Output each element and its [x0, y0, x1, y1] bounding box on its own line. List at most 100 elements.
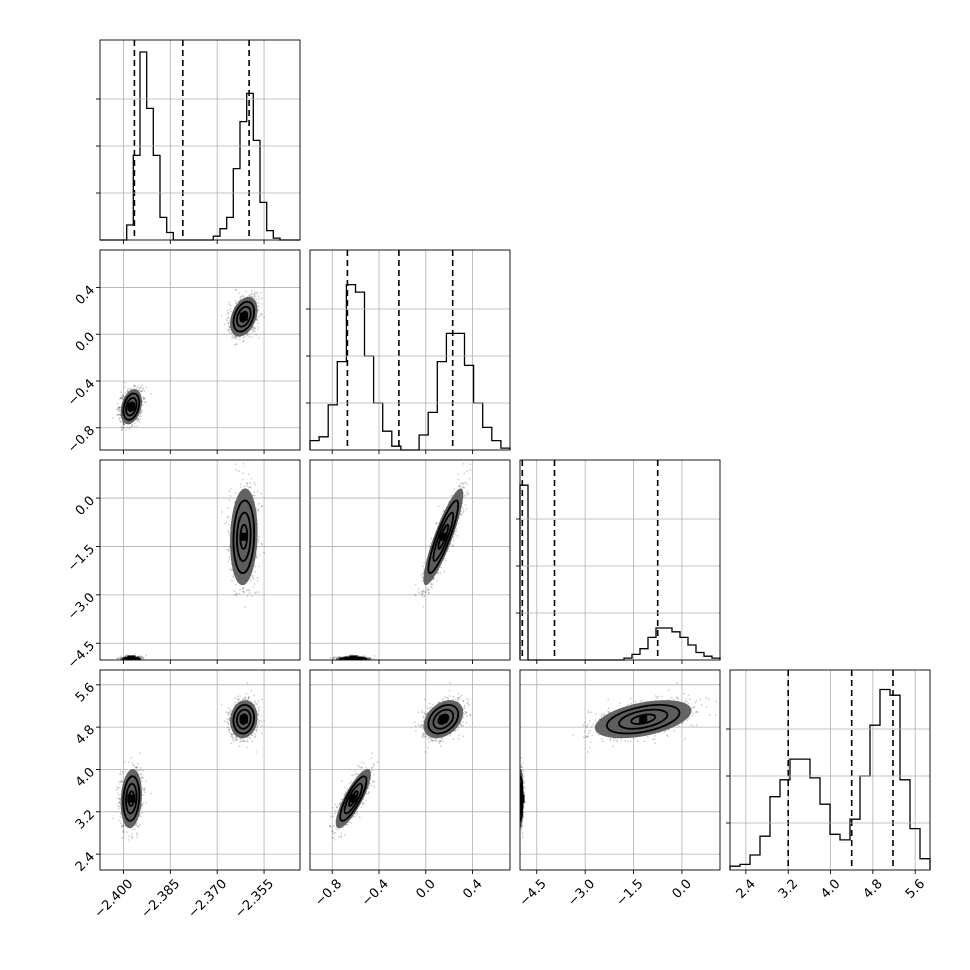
scatter-point [422, 572, 425, 575]
scatter-point [437, 571, 439, 574]
scatter-point [241, 478, 244, 481]
panel-background [100, 460, 300, 660]
scatter-point [141, 812, 144, 814]
scatter-point [119, 397, 122, 399]
scatter-point [126, 426, 129, 429]
scatter-point [456, 473, 459, 475]
scatter-point [254, 327, 257, 330]
scatter-point [143, 398, 146, 400]
scatter-point [257, 302, 260, 304]
scatter-point [430, 583, 433, 585]
scatter-point [119, 655, 122, 658]
scatter-point [122, 421, 124, 424]
scatter-point [246, 595, 249, 597]
scatter-point [423, 562, 426, 565]
scatter-point [133, 422, 136, 425]
scatter-point [141, 656, 144, 659]
scatter-point [135, 766, 138, 769]
scatter-point [238, 470, 240, 473]
scatter-point [117, 408, 119, 411]
scatter-point [246, 482, 249, 485]
scatter-point [118, 406, 121, 409]
scatter-point [235, 288, 238, 291]
scatter-point [140, 773, 143, 775]
scatter-point [118, 410, 121, 413]
scatter-point [119, 396, 122, 399]
scatter-point [145, 654, 147, 657]
scatter-point [248, 592, 251, 594]
scatter-point [128, 839, 130, 841]
scatter-point [251, 595, 254, 598]
scatter-point [422, 590, 425, 593]
scatter-point [370, 657, 372, 660]
scatter-point [118, 406, 121, 409]
scatter-point [142, 657, 145, 659]
scatter-point [132, 764, 135, 767]
scatter-point [119, 816, 122, 818]
scatter-point [248, 485, 251, 488]
scatter-point [260, 492, 263, 495]
scatter-point [227, 549, 230, 552]
scatter-point [223, 522, 226, 525]
scatter-point [240, 295, 243, 298]
scatter-point [118, 398, 121, 400]
scatter-point [143, 397, 146, 399]
scatter-point [127, 388, 129, 390]
scatter-point [454, 533, 456, 536]
scatter-point [228, 556, 230, 559]
scatter-point [435, 521, 438, 524]
scatter-point [261, 543, 263, 546]
scatter-point [124, 770, 127, 773]
scatter-point [121, 426, 124, 429]
scatter-point [255, 318, 258, 321]
scatter-point [234, 300, 237, 302]
scatter-point [139, 418, 142, 421]
scatter-point [228, 545, 231, 548]
scatter-point [253, 295, 256, 298]
scatter-point [460, 482, 462, 485]
scatter-point [228, 533, 231, 536]
scatter-point [249, 579, 252, 582]
scatter-point [118, 407, 121, 410]
scatter-point [234, 337, 237, 340]
scatter-point [233, 335, 236, 338]
scatter-point [334, 656, 337, 659]
scatter-point [142, 657, 145, 660]
scatter-point [235, 469, 238, 472]
scatter-point [372, 657, 375, 660]
scatter-point [138, 420, 141, 423]
scatter-point [143, 657, 145, 660]
scatter-point [232, 576, 235, 578]
scatter-point [466, 492, 469, 495]
scatter-point [141, 805, 143, 807]
scatter-point [242, 586, 245, 589]
scatter-point [138, 655, 141, 658]
scatter-point [230, 569, 233, 571]
scatter-point [257, 337, 260, 339]
scatter-point [462, 509, 465, 512]
scatter-point [234, 492, 237, 494]
scatter-point [145, 401, 147, 403]
scatter-point [232, 575, 235, 577]
scatter-point [118, 801, 121, 804]
scatter-point [455, 529, 458, 532]
scatter-point [136, 762, 139, 765]
scatter-point [443, 570, 445, 573]
scatter-point [112, 417, 114, 419]
scatter-point [226, 309, 229, 312]
scatter-point [429, 583, 432, 585]
scatter-point [373, 655, 376, 657]
scatter-point [252, 494, 255, 497]
scatter-point [417, 587, 420, 590]
scatter-point [118, 406, 121, 409]
scatter-point [255, 298, 258, 301]
scatter-point [130, 424, 133, 427]
scatter-point [230, 332, 233, 335]
scatter-point [120, 429, 123, 431]
scatter-point [462, 486, 464, 489]
scatter-point [238, 338, 241, 341]
scatter-point [122, 825, 125, 827]
scatter-point [422, 589, 425, 592]
scatter-point [247, 486, 250, 489]
scatter-point [258, 502, 260, 505]
